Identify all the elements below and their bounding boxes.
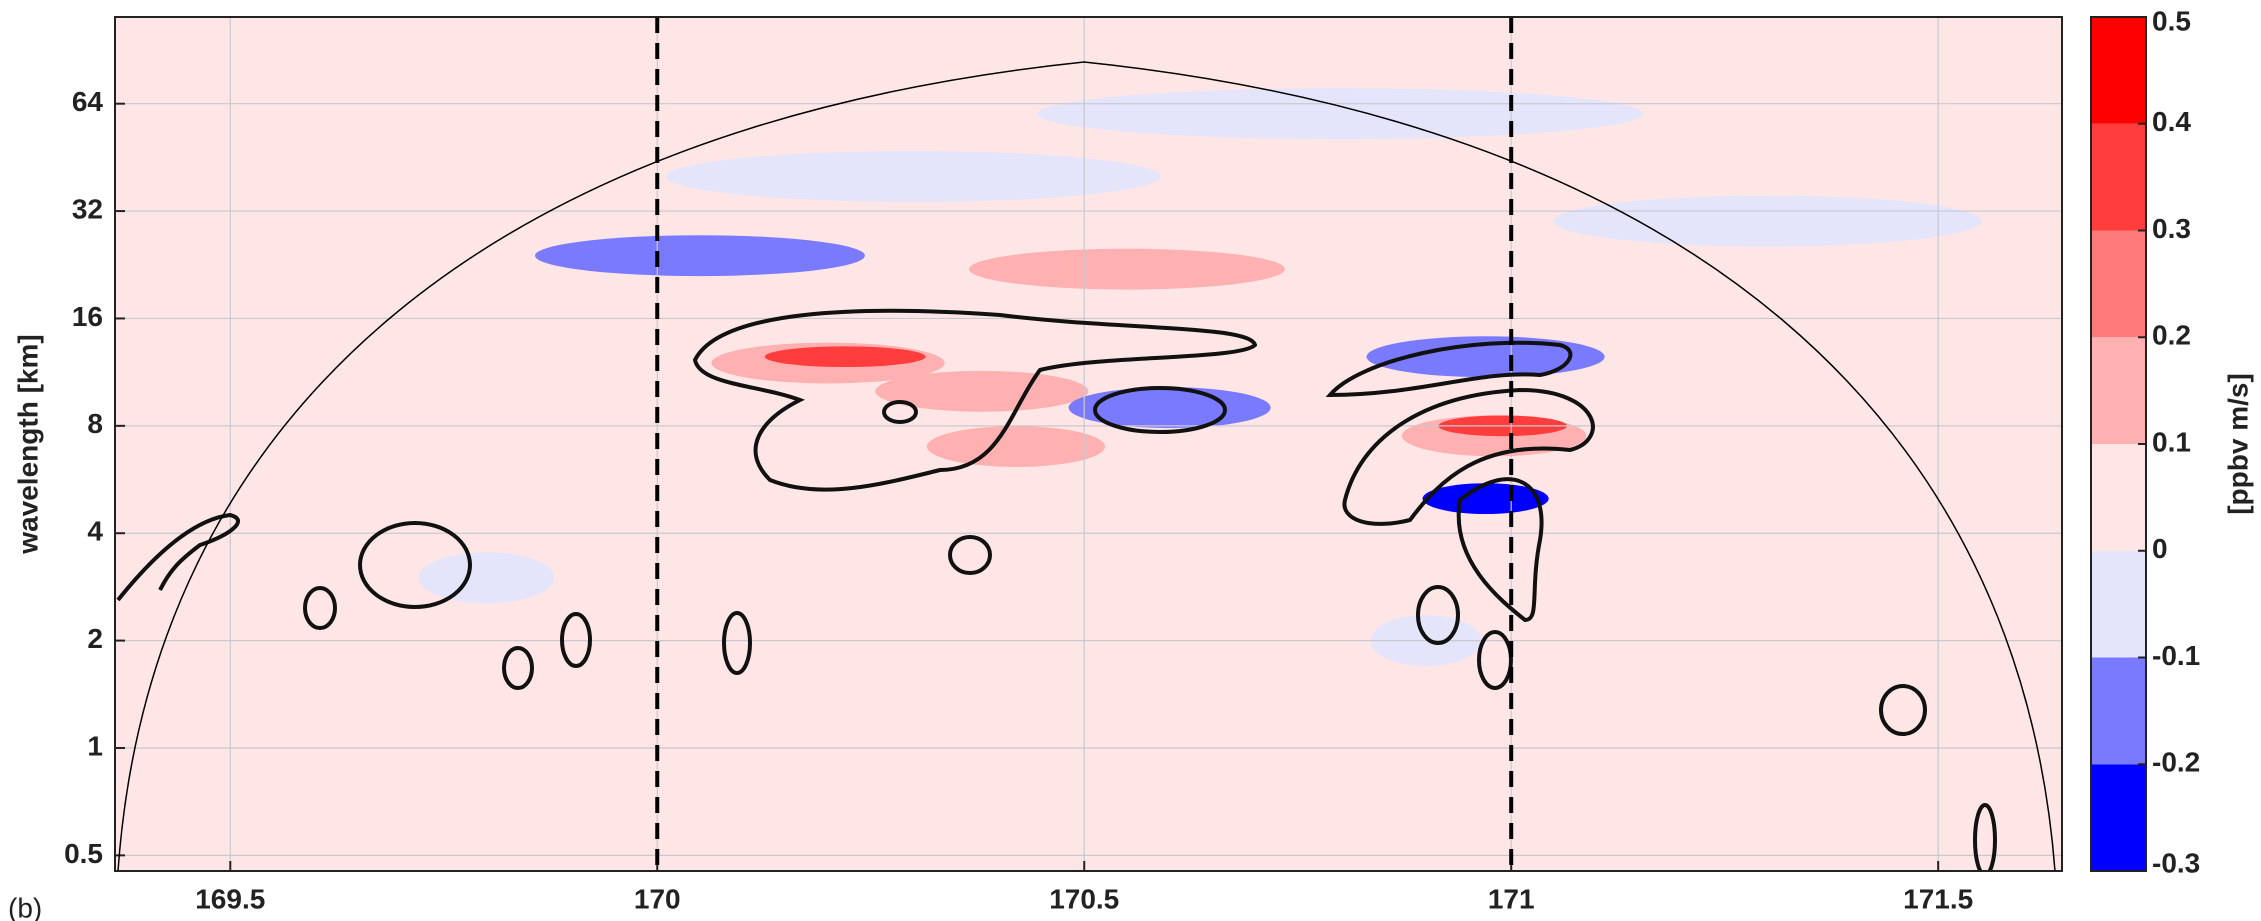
field-blob [875, 370, 1089, 412]
colorbar-segment [2091, 230, 2146, 338]
contour [560, 612, 592, 668]
contour [1973, 803, 1997, 871]
colorbar-segment [2091, 444, 2146, 551]
x-tick-label: 169.5 [195, 883, 265, 914]
x-tick-label: 170.5 [1049, 883, 1119, 914]
field-blob [418, 552, 555, 604]
colorbar-tick-label: -0.2 [2152, 747, 2200, 778]
contour [502, 646, 534, 690]
colorbar-tick-label: 0.5 [2152, 5, 2191, 36]
colorbar-segment [2091, 764, 2146, 871]
contour [358, 521, 472, 609]
contour [1325, 340, 1573, 398]
field-blob [764, 346, 926, 368]
y-tick-label: 64 [72, 86, 104, 117]
colorbar-segment [2091, 550, 2146, 658]
contour [1456, 477, 1544, 623]
colorbar-tick-label: 0.4 [2152, 106, 2191, 137]
significance-contours [116, 308, 1997, 871]
colorbar-segment [2091, 657, 2146, 765]
colorbar-tick-label: 0.2 [2152, 320, 2191, 351]
contour [1477, 630, 1513, 690]
field-blob [665, 151, 1161, 202]
y-tick-label: 4 [87, 516, 103, 547]
panel-label: (b) [8, 892, 42, 921]
y-tick-label: 16 [72, 301, 103, 332]
contour [1879, 684, 1927, 736]
field-blob [926, 426, 1105, 467]
colorbar-label: [ppbv m/s] [2222, 373, 2253, 515]
contour [882, 400, 918, 424]
colorbar-segment [2091, 337, 2146, 444]
colorbar-tick-label: 0.3 [2152, 213, 2191, 244]
colorbar-segment [2091, 123, 2146, 231]
field-blob [969, 248, 1285, 290]
contour [722, 611, 752, 675]
contour [116, 512, 240, 602]
cone-of-influence [117, 61, 2056, 871]
field-blob [1366, 336, 1605, 378]
contour [303, 586, 337, 630]
y-tick-label: 8 [87, 408, 103, 439]
y-tick-label: 2 [87, 623, 103, 654]
contour [1416, 585, 1460, 645]
grid [115, 17, 2062, 871]
colorbar-tick-label: 0.1 [2152, 426, 2191, 457]
contour [948, 535, 992, 575]
x-tick-label: 171 [1488, 883, 1535, 914]
colorbar-tick-label: 0 [2152, 533, 2168, 564]
y-tick-label: 1 [87, 730, 103, 761]
x-tick-label: 171.5 [1903, 883, 1973, 914]
contour [1093, 386, 1227, 434]
y-tick-label: 0.5 [64, 838, 103, 869]
colorbar-tick-label: -0.3 [2152, 847, 2200, 878]
x-tick-label: 170 [634, 883, 681, 914]
annotations [655, 17, 1514, 871]
y-tick-label: 32 [72, 193, 103, 224]
field-blob [1068, 387, 1271, 429]
y-axis-label: wavelength [km] [12, 334, 43, 554]
field-blob [1422, 483, 1549, 515]
field-blob [535, 235, 865, 277]
contour [692, 308, 1258, 492]
colorbar-tick-label: -0.1 [2152, 640, 2200, 671]
field [418, 88, 1982, 667]
contour [1342, 387, 1595, 526]
field-blob [1037, 88, 1644, 140]
colorbar-segment [2091, 17, 2146, 124]
plot-frame [114, 16, 2063, 872]
field-blob [1553, 195, 1982, 247]
